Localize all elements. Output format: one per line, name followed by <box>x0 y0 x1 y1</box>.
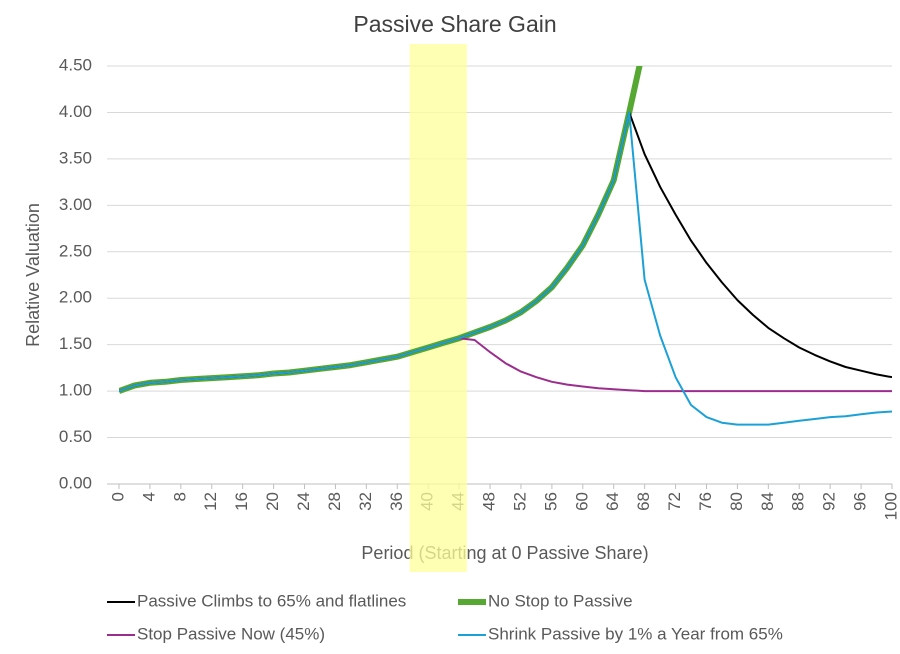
x-tick-label: 60 <box>572 492 591 511</box>
y-axis-label: Relative Valuation <box>23 203 43 347</box>
x-tick-label: 8 <box>170 492 189 501</box>
legend-label: Shrink Passive by 1% a Year from 65% <box>488 624 783 643</box>
x-tick-label: 28 <box>325 492 344 511</box>
legend-label: Stop Passive Now (45%) <box>137 624 325 643</box>
x-tick-label: 12 <box>201 492 220 511</box>
x-tick-label: 32 <box>356 492 375 511</box>
x-tick-label: 72 <box>665 492 684 511</box>
legend-label: Passive Climbs to 65% and flatlines <box>137 591 406 610</box>
y-tick-label: 1.50 <box>59 334 92 353</box>
series-line <box>119 66 643 394</box>
x-tick-label: 64 <box>603 492 622 511</box>
x-tick-label: 80 <box>727 492 746 511</box>
y-tick-label: 1.00 <box>59 381 92 400</box>
x-tick-label: 20 <box>263 492 282 511</box>
series-line <box>119 111 892 426</box>
y-tick-label: 2.00 <box>59 288 92 307</box>
series-group <box>119 66 643 394</box>
series-line <box>119 337 892 393</box>
legend-label: No Stop to Passive <box>488 591 633 610</box>
x-tick-label: 84 <box>758 492 777 511</box>
x-tick-label: 92 <box>820 492 839 511</box>
y-tick-label: 0.50 <box>59 427 92 446</box>
x-axis-label: Period (Starting at 0 Passive Share) <box>361 543 648 563</box>
shaded-region <box>409 44 467 572</box>
y-tick-label: 3.50 <box>59 148 92 167</box>
series-group <box>119 337 892 393</box>
x-tick-label: 16 <box>232 492 251 511</box>
y-tick-label: 4.50 <box>59 55 92 74</box>
x-tick-label: 36 <box>387 492 406 511</box>
x-tick-label: 4 <box>139 492 158 501</box>
x-tick-label: 76 <box>696 492 715 511</box>
x-tick-label: 48 <box>480 492 499 511</box>
y-tick-label: 3.00 <box>59 195 92 214</box>
x-tick-label: 56 <box>541 492 560 511</box>
x-tick-label: 88 <box>789 492 808 511</box>
x-tick-label: 100 <box>881 492 900 520</box>
chart-title: Passive Share Gain <box>353 11 556 37</box>
series-group <box>119 111 892 426</box>
x-tick-label: 68 <box>634 492 653 511</box>
x-tick-label: 52 <box>510 492 529 511</box>
y-tick-label: 2.50 <box>59 241 92 260</box>
x-tick-label: 0 <box>108 492 127 501</box>
y-tick-label: 4.00 <box>59 102 92 121</box>
y-tick-label: 0.00 <box>59 473 92 492</box>
x-tick-label: 24 <box>294 492 313 511</box>
x-tick-label: 96 <box>851 492 870 511</box>
